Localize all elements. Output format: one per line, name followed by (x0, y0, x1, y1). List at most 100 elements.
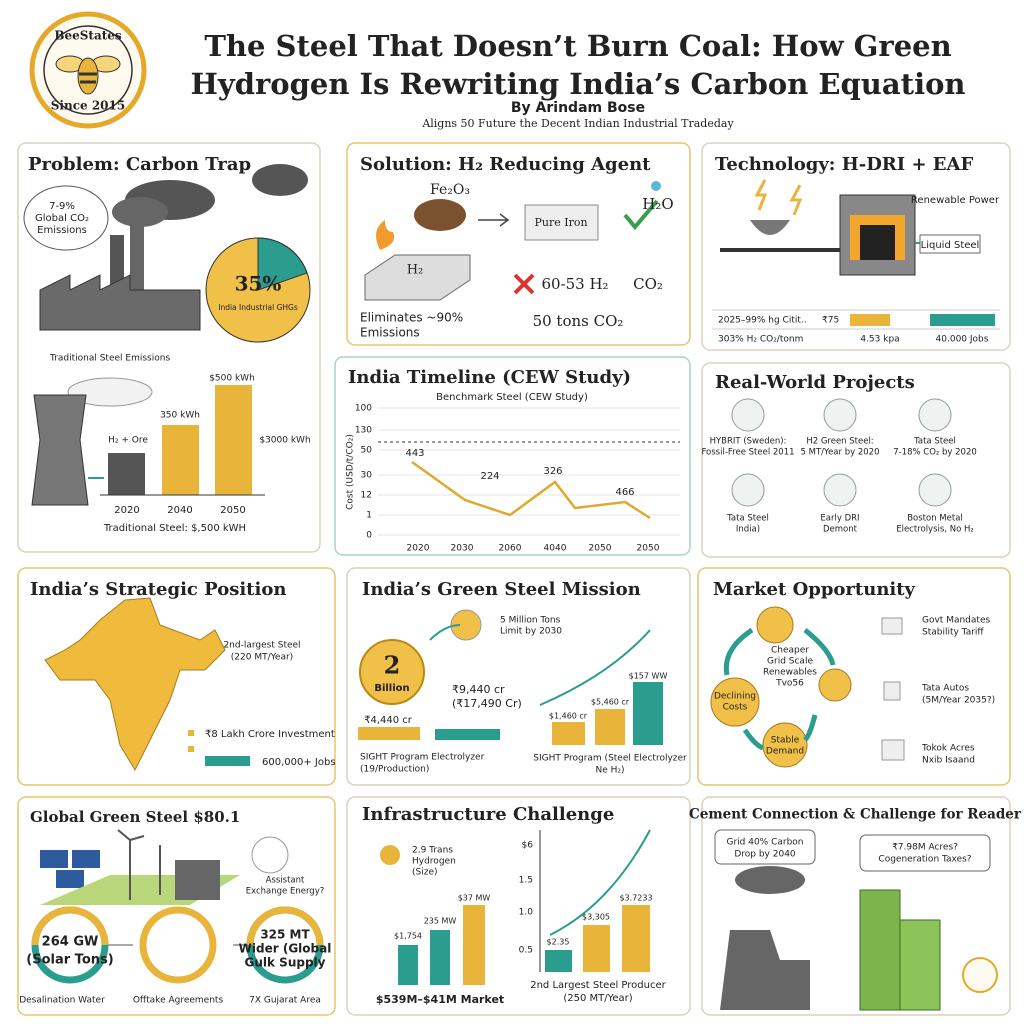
technology-rows: 2025–99% hg Citit.. (718, 316, 807, 326)
infra-y-ticks: 0.5 (519, 946, 533, 956)
strategic-steel: (220 MT/Year) (231, 653, 293, 663)
header-title: Hydrogen Is Rewriting India’s Carbon Equ… (190, 67, 965, 101)
problem-bar-labels: 350 kWh (160, 411, 200, 421)
problem-bar-labels: H₂ + Ore (108, 436, 148, 446)
technology-rows: 40.000 Jobs (936, 335, 989, 345)
global-supply: Gulk Supply (245, 956, 326, 970)
problem-title: Problem: Carbon Trap (28, 154, 251, 175)
timeline-x-labels: 4040 (544, 544, 567, 554)
header-subtitle: Aligns 50 Future the Decent Indian Indus… (421, 117, 734, 130)
market-left: Declining (714, 692, 756, 702)
timeline-x-labels: 2050 (637, 544, 660, 554)
infra-producer: 2nd Largest Steel Producer (530, 980, 666, 991)
mission-program-right: SIGHT Program (Steel Electrolyzer (533, 754, 687, 764)
market-side: Nxib Isaand (922, 756, 975, 766)
timeline-y-ticks: 100 (355, 404, 372, 414)
infra-right-labels: $2.35 (547, 938, 570, 947)
mission-target: Limit by 2030 (500, 627, 562, 637)
mission-small-outlay: ₹4,440 cr (364, 715, 413, 726)
infra-y-ticks: 1.0 (519, 908, 534, 918)
mission-coin: Billion (374, 683, 409, 694)
infra-right-labels: $3,305 (582, 913, 610, 922)
layout (17, 11, 1011, 1016)
market-side: Govt Mandates (922, 616, 990, 626)
market-bottom: Demand (766, 747, 804, 757)
problem-bubble: Emissions (37, 225, 87, 236)
solution-eliminates: Emissions (360, 326, 420, 340)
cement-acres: Cogeneration Taxes? (878, 855, 971, 865)
projects-items: Tata Steel (913, 437, 956, 447)
projects-items: HYBRIT (Sweden): (710, 437, 787, 447)
technology-rows: ₹75 (822, 316, 839, 326)
infra-title: Infrastructure Challenge (362, 804, 614, 825)
market-side: (5M/Year 2035?) (922, 696, 995, 706)
infra-right-labels: $3.7233 (619, 894, 652, 903)
technology-rows: 303% H₂ CO₂/tonm (718, 335, 803, 345)
cement-grid: Drop by 2040 (734, 850, 796, 860)
timeline-x-labels: 2050 (589, 544, 612, 554)
mission-outlay: ₹9,440 cr (452, 683, 505, 696)
global-supply: Wider (Global (239, 942, 332, 956)
market-center: Grid Scale (767, 657, 813, 667)
problem-x-labels: 2040 (167, 505, 192, 516)
market-bottom: Stable (771, 736, 800, 746)
projects-title: Real-World Projects (715, 372, 915, 393)
infra-producer: (250 MT/Year) (563, 993, 632, 1004)
projects-items: Tata Steel (726, 514, 769, 524)
projects-items: Electrolysis, No H₂ (896, 525, 974, 535)
solution-ore: Fe₂O₃ (430, 182, 470, 198)
infra-bar-labels: $37 MW (458, 894, 491, 903)
strategic-steel: 2nd-largest Steel (223, 641, 300, 651)
timeline-subtitle: Benchmark Steel (CEW Study) (436, 392, 588, 403)
projects-items: Fossil-Free Steel 2011 (701, 448, 794, 458)
problem-x-labels: 2050 (220, 505, 245, 516)
cement-acres: ₹7.98M Acres? (892, 843, 958, 853)
market-side: Tata Autos (921, 684, 969, 694)
mission-target: 5 Million Tons (500, 616, 561, 626)
global-question: Exchange Energy? (246, 887, 325, 897)
market-side: Tokok Acres (921, 744, 975, 754)
mission-bar-labels: $5,460 cr (591, 698, 630, 707)
timeline-y-ticks: 50 (361, 446, 373, 456)
solution-co2: CO₂ (633, 275, 663, 293)
timeline-y-label: Cost (USD/t/CO₂) (346, 434, 356, 510)
global-solar: (Solar Tons) (26, 953, 113, 968)
projects-items: 5 MT/Year by 2020 (801, 448, 880, 458)
problem-x-labels: 2020 (114, 505, 139, 516)
solution-hydrogen: H₂ (407, 263, 424, 278)
strategic-title: India’s Strategic Position (30, 579, 286, 600)
solution-ratio: 60-53 H₂ (541, 275, 608, 293)
mission-title: India’s Green Steel Mission (362, 579, 641, 600)
problem-bubble: Global CO₂ (35, 213, 89, 224)
infra-note: Hydrogen (412, 857, 456, 867)
projects-items: India) (736, 525, 760, 535)
global-labels: 7X Gujarat Area (249, 996, 321, 1006)
infra-bar-labels: $1,754 (394, 932, 422, 941)
global-labels: Desalination Water (19, 996, 105, 1006)
technology-rows: 4.53 kpa (860, 335, 899, 345)
timeline-y-ticks: 1 (366, 511, 372, 521)
timeline-y-ticks: 130 (355, 426, 372, 436)
market-center: Tvo56 (775, 679, 804, 689)
market-center: Cheaper (771, 646, 809, 656)
global-labels: Offtake Agreements (133, 996, 224, 1006)
solution-product: Pure Iron (534, 216, 587, 229)
mission-program-left: (19/Production) (360, 765, 429, 775)
cement-grid: Grid 40% Carbon (726, 838, 803, 848)
header-logo: Since 2015 (51, 99, 125, 113)
timeline-x-labels: 2030 (451, 544, 474, 554)
strategic-jobs: 600,000+ Jobs (262, 757, 336, 768)
solution-eliminates: Eliminates ~90% (360, 311, 463, 325)
cement-title: Cement Connection & Challenge for Reader (689, 807, 1022, 823)
solution-water: H₂O (642, 195, 673, 213)
technology-power: Renewable Power (911, 195, 1000, 206)
header-title: The Steel That Doesn’t Burn Coal: How Gr… (204, 29, 951, 63)
infra-y-ticks: 1.5 (519, 876, 533, 886)
problem-bar-labels: $500 kWh (209, 374, 255, 384)
market-side: Stability Tariff (922, 628, 984, 638)
timeline-y-ticks: 0 (366, 531, 372, 541)
projects-items: Demont (823, 525, 858, 535)
market-left: Costs (723, 703, 748, 713)
projects-items: 7-18% CO₂ by 2020 (893, 448, 977, 458)
